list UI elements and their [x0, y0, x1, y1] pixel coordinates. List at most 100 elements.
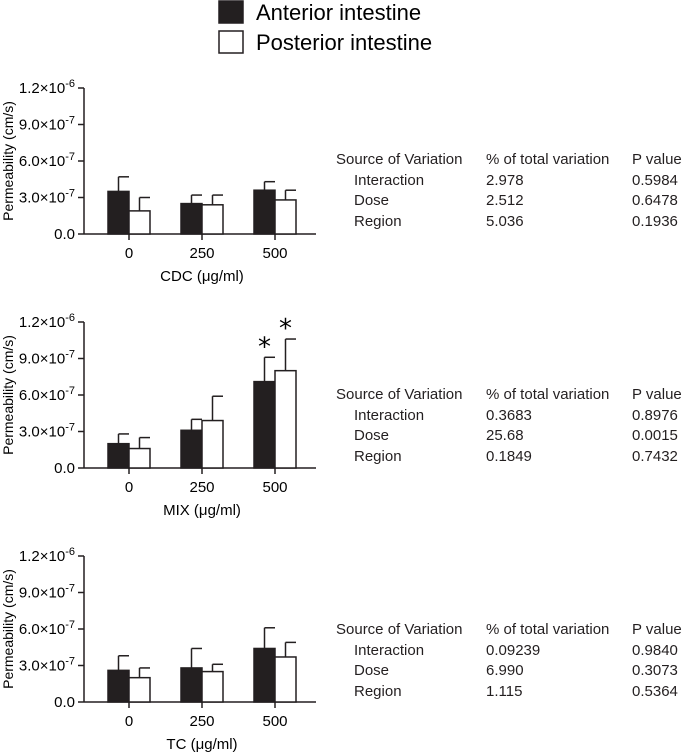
anova-source: Dose [354, 192, 390, 209]
y-tick-label: 1.2×10-6 [19, 546, 75, 565]
bar [107, 190, 130, 235]
anova-pvalue: 0.0015 [632, 427, 678, 444]
y-tick-exponent: -7 [65, 115, 75, 127]
legend-label-posterior: Posterior intestine [256, 30, 432, 55]
y-tick-exponent: -7 [65, 188, 75, 200]
anova-header-percent: % of total variation [486, 621, 610, 638]
anova-source: Interaction [354, 406, 425, 424]
bar [107, 669, 130, 703]
anova-percent: 25.68 [486, 427, 524, 444]
y-tick-mantissa: 1.2×10 [19, 80, 65, 97]
y-tick-mantissa: 3.0×10 [19, 424, 65, 441]
anova-percent: 0.3683 [486, 406, 532, 424]
anova-table-tc: Source of Variation % of total variation… [336, 620, 682, 702]
anova-table-cdc: Source of Variation % of total variation… [336, 150, 682, 233]
x-tick-label: 500 [262, 245, 287, 262]
anova-percent: 0.1849 [486, 447, 532, 465]
x-axis-title: CDC (μg/ml) [160, 268, 244, 285]
anova-percent: 2.978 [486, 171, 524, 189]
bar [253, 647, 276, 703]
anova-pvalue: 0.5364 [632, 682, 678, 700]
y-tick-exponent: -7 [65, 151, 75, 163]
y-tick-label: 3.0×10-7 [19, 656, 75, 675]
anova-row-dose: Dose 2.512 0.6478 [336, 191, 681, 212]
y-tick-label: 3.0×10-7 [19, 188, 75, 207]
x-tick-label: 250 [189, 245, 214, 262]
bar [274, 369, 297, 469]
anova-row-dose: Dose 6.990 0.3073 [336, 661, 681, 682]
y-tick-mantissa: 3.0×10 [19, 658, 65, 675]
x-tick-label: 250 [189, 479, 214, 496]
significance-marker: * [279, 314, 292, 344]
anova-header-pvalue: P value [632, 621, 682, 638]
y-axis-title: Permeability (cm/s) [0, 335, 16, 455]
anova-row-interaction: Interaction 0.3683 0.8976 [336, 406, 681, 427]
bar [128, 447, 151, 469]
anova-row-interaction: Interaction 2.978 0.5984 [336, 171, 681, 192]
bar [128, 676, 151, 703]
y-tick-label: 0.0 [54, 226, 75, 243]
bar [201, 204, 224, 235]
y-tick-exponent: -6 [65, 312, 75, 324]
anova-pvalue: 0.5984 [632, 171, 678, 189]
y-tick-label: 9.0×10-7 [19, 349, 75, 368]
x-axis-title: TC (μg/ml) [166, 736, 237, 753]
bar [180, 667, 203, 703]
y-tick-mantissa: 9.0×10 [19, 585, 65, 602]
y-tick-label: 6.0×10-7 [19, 385, 75, 404]
y-tick-mantissa: 0.0 [54, 460, 75, 477]
y-tick-label: 6.0×10-7 [19, 619, 75, 638]
y-tick-label: 0.0 [54, 460, 75, 477]
anova-row-region: Region 5.036 0.1936 [336, 212, 681, 233]
anova-source: Dose [354, 662, 390, 679]
legend-label-anterior: Anterior intestine [256, 0, 421, 25]
legend-swatch-anterior [218, 0, 244, 24]
y-tick-exponent: -6 [65, 546, 75, 558]
y-tick-mantissa: 0.0 [54, 226, 75, 243]
y-axis-title: Permeability (cm/s) [0, 569, 16, 689]
anova-pvalue: 0.3073 [632, 662, 678, 679]
anova-source: Region [354, 447, 402, 465]
y-tick-mantissa: 6.0×10 [19, 387, 65, 404]
anova-pvalue: 0.7432 [632, 447, 678, 465]
x-tick-label: 0 [125, 479, 133, 496]
y-tick-label: 9.0×10-7 [19, 115, 75, 134]
anova-source: Region [354, 682, 402, 700]
anova-source: Interaction [354, 641, 425, 659]
bar [253, 189, 276, 235]
significance-marker: * [258, 332, 271, 362]
anova-row-dose: Dose 25.68 0.0015 [336, 426, 681, 447]
x-axis-title: MIX (μg/ml) [163, 502, 241, 519]
y-tick-mantissa: 6.0×10 [19, 621, 65, 638]
anova-percent: 2.512 [486, 192, 524, 209]
bar [180, 202, 203, 235]
y-tick-label: 6.0×10-7 [19, 151, 75, 170]
bar [201, 670, 224, 703]
bar [201, 419, 224, 469]
anova-percent: 0.09239 [486, 641, 541, 659]
anova-header-source: Source of Variation [336, 386, 463, 403]
anova-pvalue: 0.1936 [632, 212, 678, 230]
anova-source: Dose [354, 427, 390, 444]
y-tick-label: 3.0×10-7 [19, 422, 75, 441]
chart-panels: 0.03.0×10-76.0×10-79.0×10-71.2×10-6Perme… [0, 78, 316, 753]
y-tick-exponent: -7 [65, 656, 75, 668]
legend-swatch-posterior [218, 30, 244, 54]
anova-table-mix: Source of Variation % of total variation… [336, 385, 682, 467]
y-axis-title: Permeability (cm/s) [0, 101, 16, 221]
x-tick-label: 250 [189, 713, 214, 730]
y-tick-mantissa: 3.0×10 [19, 190, 65, 207]
anova-source: Region [354, 212, 402, 230]
anova-header-source: Source of Variation [336, 151, 463, 168]
anova-percent: 6.990 [486, 662, 524, 679]
chart-panel-0: 0.03.0×10-76.0×10-79.0×10-71.2×10-6Perme… [0, 78, 316, 285]
anova-pvalue: 0.8976 [632, 406, 678, 424]
anova-row-interaction: Interaction 0.09239 0.9840 [336, 641, 681, 662]
y-tick-label: 1.2×10-6 [19, 312, 75, 331]
y-tick-mantissa: 1.2×10 [19, 314, 65, 331]
anova-header-pvalue: P value [632, 151, 682, 168]
chart-panel-1: 0.03.0×10-76.0×10-79.0×10-71.2×10-6Perme… [0, 312, 316, 519]
bar [180, 429, 203, 469]
y-tick-exponent: -7 [65, 385, 75, 397]
